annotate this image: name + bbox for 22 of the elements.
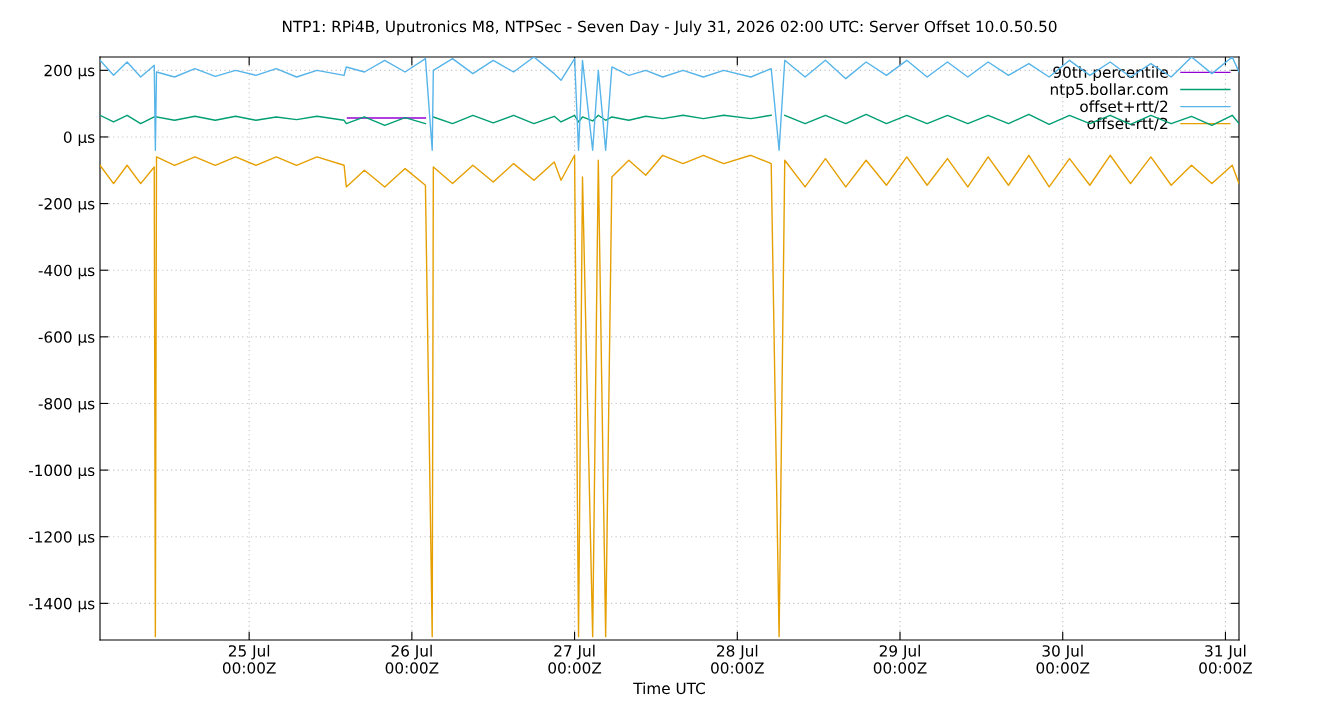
x-tick-label: 29 Jul 00:00Z <box>873 644 927 674</box>
y-tick-label: -200 µs <box>38 198 95 213</box>
legend-label: offset-rtt/2 <box>1087 117 1168 131</box>
legend-label: 90th percentile <box>1053 66 1168 81</box>
y-tick-label: 0 µs <box>63 131 95 146</box>
x-axis-title: Time UTC <box>633 682 705 695</box>
x-tick-label: 27 Jul 00:00Z <box>548 644 602 674</box>
y-tick-label: -600 µs <box>38 331 95 346</box>
y-tick-label: -800 µs <box>38 397 95 413</box>
x-tick-label: 28 Jul 00:00Z <box>711 644 764 674</box>
x-tick-label: 30 Jul 00:00Z <box>1036 644 1090 674</box>
x-tick-label: 26 Jul 00:00Z <box>385 644 439 674</box>
y-tick-label: -1200 µs <box>28 531 95 546</box>
legend-label: offset+rtt/2 <box>1080 100 1168 114</box>
legend-label: ntp5.bollar.com <box>1050 83 1168 99</box>
x-tick-label: 25 Jul 00:00Z <box>222 644 276 674</box>
x-tick-label: 31 Jul 00:00Z <box>1199 644 1252 674</box>
y-tick-label: -400 µs <box>38 264 95 280</box>
y-tick-label: -1000 µs <box>28 464 95 480</box>
y-tick-label: -1400 µs <box>28 597 95 613</box>
y-tick-label: 200 µs <box>44 64 95 80</box>
chart-title: NTP1: RPi4B, Uputronics M8, NTPSec - Seven Day - July 31, 2026 02:00 UTC: Server Offset 10.0.50.50 <box>282 20 1057 36</box>
